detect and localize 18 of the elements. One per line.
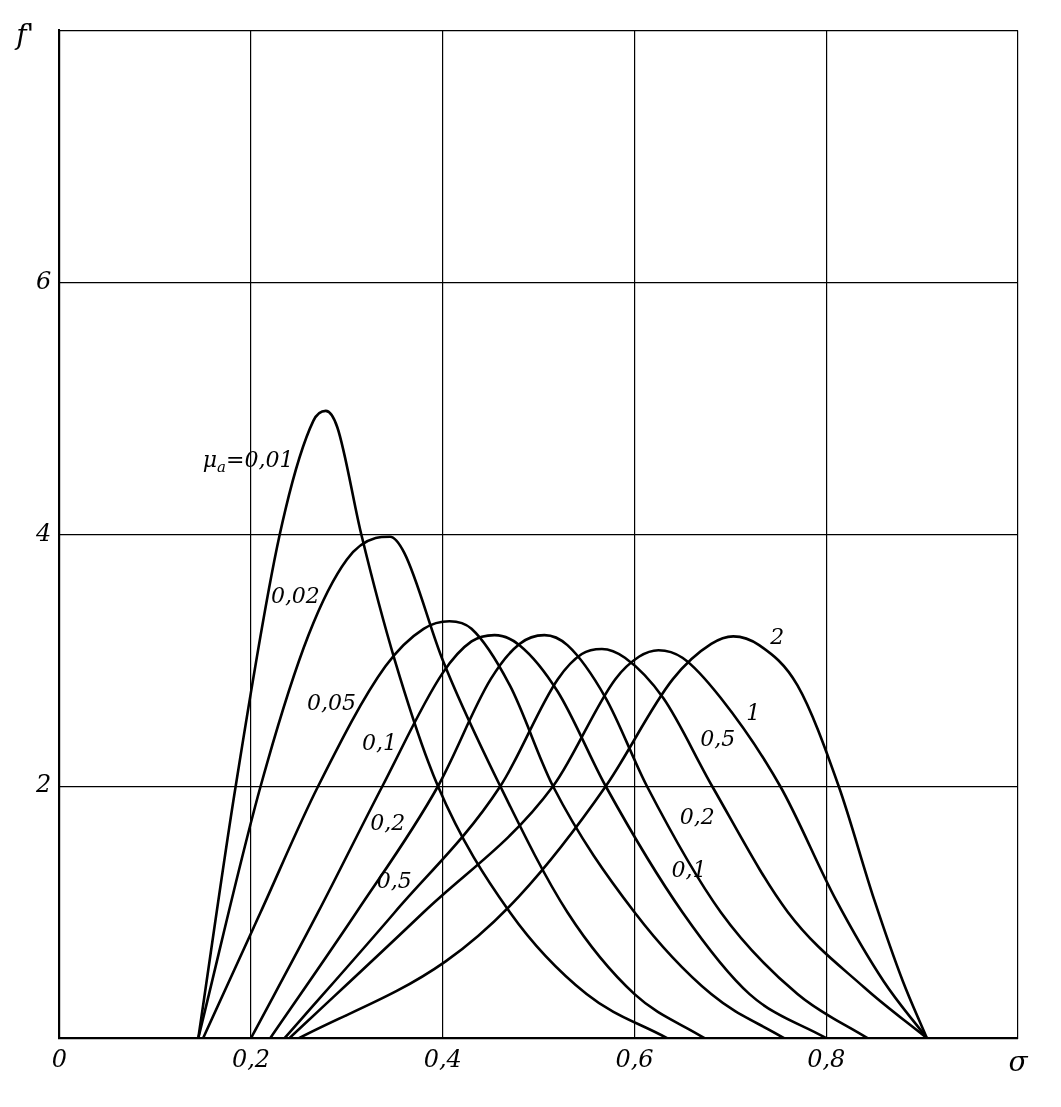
- series-label: 2: [769, 624, 785, 650]
- series-label: 0,02: [270, 582, 320, 608]
- text: 0,2: [679, 804, 715, 830]
- x-tick-label: 0,2: [231, 1044, 271, 1073]
- x-axis-title: σ: [1008, 1045, 1029, 1079]
- y-tick-label: 2: [34, 770, 52, 799]
- text: 0,5: [700, 725, 736, 751]
- series-label: 0,2: [370, 810, 406, 836]
- series-label: 1: [746, 699, 761, 725]
- x-tick-label: 0,8: [807, 1044, 846, 1073]
- x-tick-label: 0,6: [615, 1044, 654, 1073]
- x-tick-label: 0: [51, 1044, 67, 1073]
- series-label: 0,05: [306, 690, 356, 716]
- y-tick-label: 4: [34, 518, 52, 547]
- y-tick-label: 6: [35, 266, 52, 295]
- x-tick-label: 0,4: [423, 1044, 462, 1073]
- series-label: 0,1: [361, 729, 397, 755]
- y-axis-title: f': [14, 17, 35, 51]
